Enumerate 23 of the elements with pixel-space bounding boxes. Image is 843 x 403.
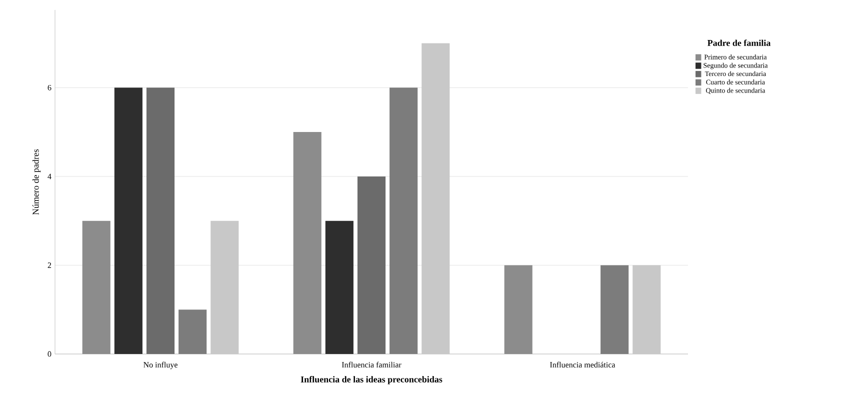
bar — [146, 88, 175, 354]
y-tick-label: 6 — [48, 84, 52, 90]
bar — [504, 265, 532, 354]
x-tick-label: No influye — [144, 362, 178, 370]
legend-title: Padre de familia — [708, 40, 771, 46]
bar — [632, 265, 661, 354]
bar — [178, 310, 207, 354]
bar — [600, 265, 629, 354]
bar — [357, 176, 386, 354]
bar — [325, 220, 354, 354]
bar — [422, 43, 450, 354]
bar — [210, 220, 239, 354]
x-tick-label: Influencia mediática — [550, 362, 616, 368]
y-tick-label: 2 — [48, 262, 52, 268]
bar — [114, 88, 142, 354]
bar — [390, 88, 418, 354]
x-tick-label: Influencia familiar — [342, 362, 402, 368]
y-axis-title: Número de padres — [32, 149, 41, 215]
y-tick-label: 0 — [48, 351, 52, 357]
bar — [293, 132, 322, 354]
bar — [82, 220, 110, 354]
x-axis-title: Influencia de las ideas preconcebidas — [300, 376, 442, 384]
y-tick-label: 4 — [48, 174, 52, 180]
